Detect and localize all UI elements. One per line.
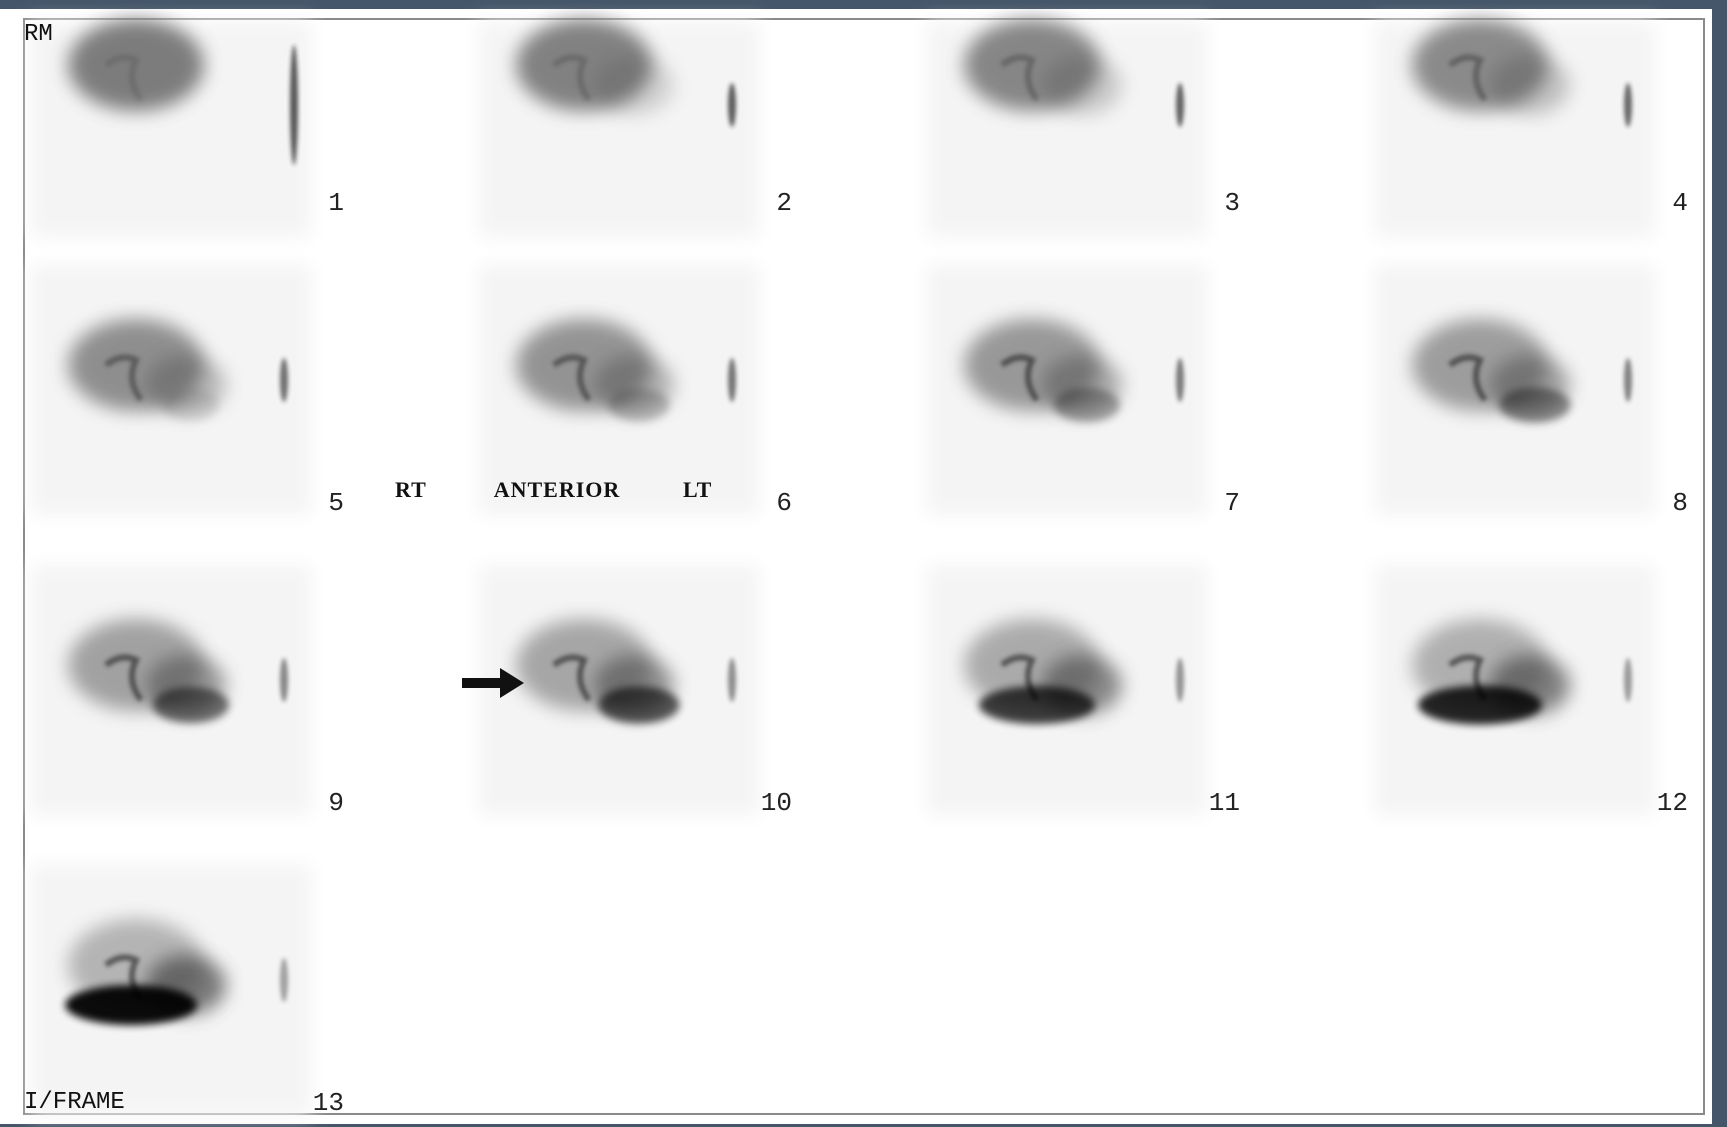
page: 12345678910111213 RM I/FRAME RT ANTERIOR… <box>0 0 1727 1127</box>
orientation-left: LT <box>683 477 712 502</box>
injection-streak <box>1176 83 1184 127</box>
bowel-hotspot <box>163 389 219 421</box>
frame-number: 6 <box>776 488 792 518</box>
bowel-hotspot <box>65 985 197 1025</box>
bowel-hotspot <box>1418 686 1542 725</box>
injection-streak <box>728 358 736 402</box>
frame-number: 1 <box>328 188 344 218</box>
orientation-right: RT <box>395 477 427 502</box>
frame-number: 11 <box>1209 788 1240 818</box>
bowel-hotspot <box>153 687 229 723</box>
frame-number: 10 <box>761 788 792 818</box>
scan-frame: 10 <box>479 565 792 818</box>
bowel-hotspot <box>979 686 1095 724</box>
top-left-label: RM <box>24 21 53 48</box>
scan-frame: 8 <box>1375 265 1688 518</box>
frame-number: 7 <box>1224 488 1240 518</box>
injection-streak <box>1624 83 1632 127</box>
bowel-hotspot <box>599 687 680 724</box>
injection-streak <box>1176 358 1184 402</box>
frame-number: 13 <box>313 1088 344 1118</box>
bottom-left-label: I/FRAME <box>24 1089 125 1116</box>
bowel-hotspot <box>1054 388 1120 422</box>
scan-frame: 7 <box>927 265 1240 518</box>
scan-frame: 11 <box>927 565 1240 818</box>
injection-streak <box>728 83 736 127</box>
frame-number: 4 <box>1672 188 1688 218</box>
scan-frame: 4 <box>1375 19 1688 237</box>
scan-frame: 3 <box>927 19 1240 237</box>
scan-frame: 2 <box>479 19 792 237</box>
frame-number: 12 <box>1657 788 1688 818</box>
frame-number: 8 <box>1672 488 1688 518</box>
injection-streak <box>1176 658 1184 702</box>
scan-frame: 5 <box>31 265 344 518</box>
injection-streak <box>280 958 288 1002</box>
bowel-hotspot <box>609 389 670 422</box>
injection-streak <box>728 658 736 702</box>
bowel-hotspot <box>1500 388 1571 423</box>
scan-frame: 12 <box>1375 565 1688 818</box>
scan-sheet: 12345678910111213 RM I/FRAME RT ANTERIOR… <box>0 0 1727 1127</box>
orientation-view: ANTERIOR <box>494 477 621 502</box>
frame-number: 5 <box>328 488 344 518</box>
injection-streak <box>1624 658 1632 702</box>
scan-frame: 1 <box>31 19 344 237</box>
injection-streak <box>290 45 298 165</box>
scan-frame: 9 <box>31 565 344 818</box>
injection-streak <box>280 658 288 702</box>
injection-streak <box>1624 358 1632 402</box>
frame-number: 3 <box>1224 188 1240 218</box>
frame-number: 2 <box>776 188 792 218</box>
frame-number: 9 <box>328 788 344 818</box>
scan-frame: 13 <box>31 865 344 1118</box>
injection-streak <box>280 358 288 402</box>
